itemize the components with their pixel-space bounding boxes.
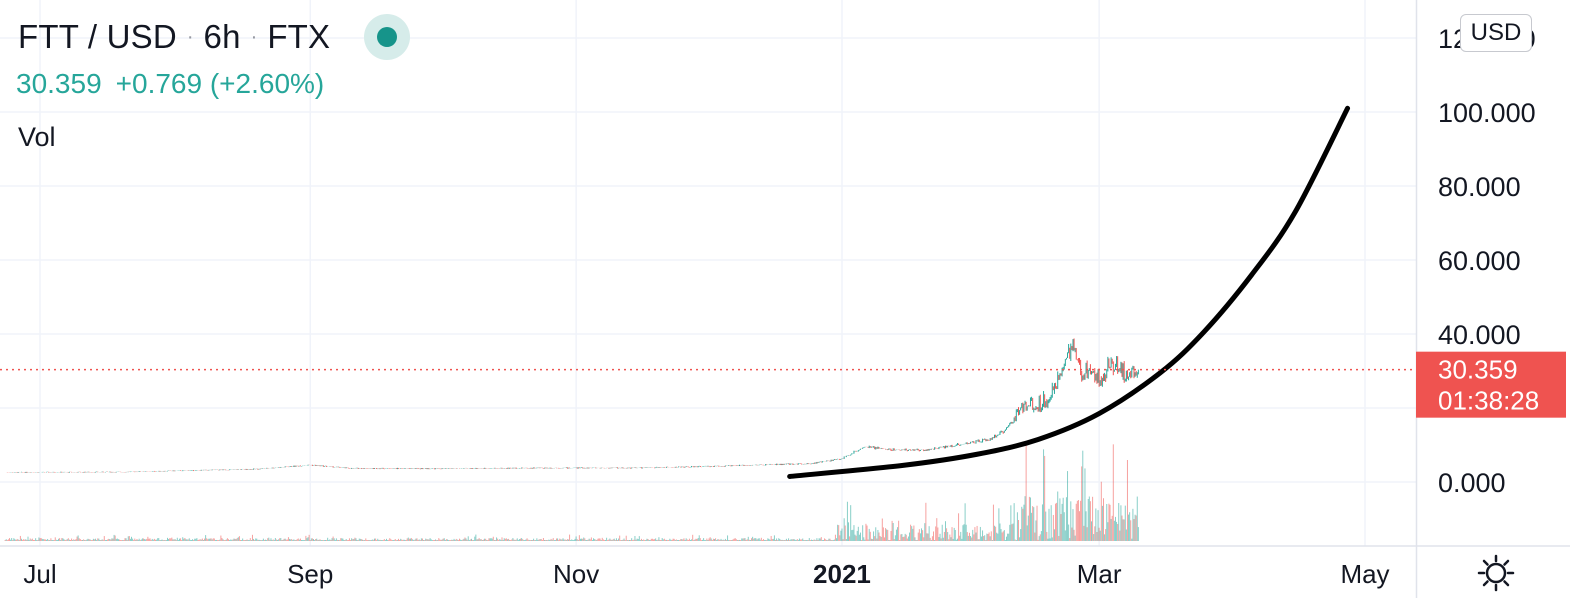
x-tick-label: Sep [287, 559, 333, 589]
volume-bars [4, 443, 1139, 541]
chart-legend: FTT / USD · 6h · FTX [18, 14, 411, 60]
volume-study-label[interactable]: Vol [18, 122, 56, 152]
y-tick-label: 100.000 [1438, 98, 1536, 128]
bar-countdown: 01:38:28 [1438, 386, 1539, 416]
last-price: 30.359 [16, 68, 102, 99]
y-tick-label: 80.000 [1438, 172, 1521, 202]
x-tick-label: 2021 [813, 559, 871, 589]
x-tick-label: Mar [1077, 559, 1122, 589]
quote-line: 30.359 +0.769 (+2.60%) [16, 68, 324, 100]
symbol-name[interactable]: FTT / USD [18, 18, 177, 55]
y-tick-label: 0.000 [1438, 468, 1506, 498]
separator-dot: · [186, 25, 194, 48]
last-price-label [1416, 351, 1566, 418]
interval-label[interactable]: 6h [203, 18, 241, 55]
market-status-icon[interactable] [364, 14, 411, 60]
price-candles [4, 338, 1139, 473]
y-tick-label: 60.000 [1438, 246, 1521, 276]
price-change: +0.769 (+2.60%) [115, 68, 325, 99]
y-tick-label: 40.000 [1438, 320, 1521, 350]
separator-dot: · [250, 25, 258, 48]
x-tick-label: Jul [23, 559, 56, 589]
currency-button[interactable]: USD [1460, 14, 1532, 52]
exchange-label: FTX [267, 18, 331, 55]
last-price-value: 30.359 [1438, 355, 1518, 385]
x-tick-label: May [1340, 559, 1389, 589]
gear-icon[interactable] [1476, 553, 1516, 593]
trend-curve[interactable] [787, 105, 1351, 479]
x-tick-label: Nov [553, 559, 599, 589]
